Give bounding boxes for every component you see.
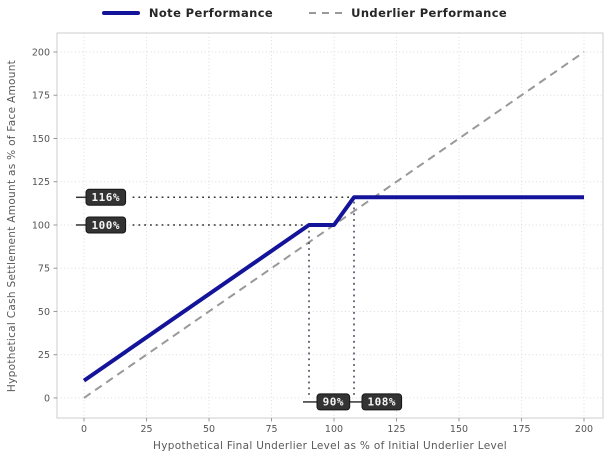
gridlines (57, 33, 603, 418)
annotation-label: 116% (92, 191, 121, 204)
annotation-box (85, 188, 127, 206)
x-axis-title: Hypothetical Final Underlier Level as % … (153, 440, 507, 452)
y-tick-label: 200 (32, 47, 50, 58)
tick-labels: 0 25 50 75 100 125 150 175 200 0 25 50 75 100 125 150 17… (32, 47, 593, 435)
x-tick-label: 25 (140, 424, 152, 435)
axis-ticks (53, 51, 585, 422)
y-tick-label: 75 (38, 264, 50, 275)
annotation-label: 100% (92, 219, 121, 232)
y-tick-label: 150 (32, 134, 50, 145)
x-tick-label: 100 (325, 424, 343, 435)
y-tick-label: 50 (38, 307, 50, 318)
x-tick-label: 0 (81, 424, 87, 435)
x-tick-label: 175 (512, 424, 530, 435)
chart-legend: Note Performance Underlier Performance (0, 6, 609, 20)
plot-border (56, 32, 604, 419)
annotation-label: 108% (368, 396, 397, 409)
x-tick-label: 50 (203, 424, 215, 435)
legend-label-underlier-performance: Underlier Performance (351, 6, 508, 20)
annotation-label: 90% (323, 396, 344, 409)
annotation-box (85, 216, 127, 234)
legend-item-note-performance[interactable]: Note Performance (101, 6, 274, 20)
solid-line-swatch-icon (101, 11, 140, 15)
legend-item-underlier-performance[interactable]: Underlier Performance (309, 6, 507, 20)
annotation-labels: 116% 100% 90% 108% (85, 188, 403, 411)
annotation-leader-lines (76, 196, 362, 403)
note-performance-line (82, 195, 584, 383)
y-tick-label: 0 (44, 393, 50, 404)
y-tick-label: 100 (32, 220, 50, 231)
y-axis-title: Hypothetical Cash Settlement Amount as %… (6, 60, 18, 392)
dashed-line-swatch-icon (309, 11, 343, 15)
y-tick-label: 125 (32, 177, 50, 188)
y-tick-label: 25 (38, 350, 50, 361)
x-tick-label: 200 (575, 424, 593, 435)
x-tick-label: 125 (387, 424, 405, 435)
annotation-box (361, 393, 403, 411)
note-performance-polyline (82, 195, 584, 383)
y-tick-label: 175 (32, 91, 50, 102)
legend-label-note-performance: Note Performance (148, 6, 274, 20)
annotation-box (316, 393, 351, 411)
x-tick-label: 150 (450, 424, 468, 435)
plot-frame (56, 32, 604, 419)
x-tick-label: 75 (265, 424, 277, 435)
